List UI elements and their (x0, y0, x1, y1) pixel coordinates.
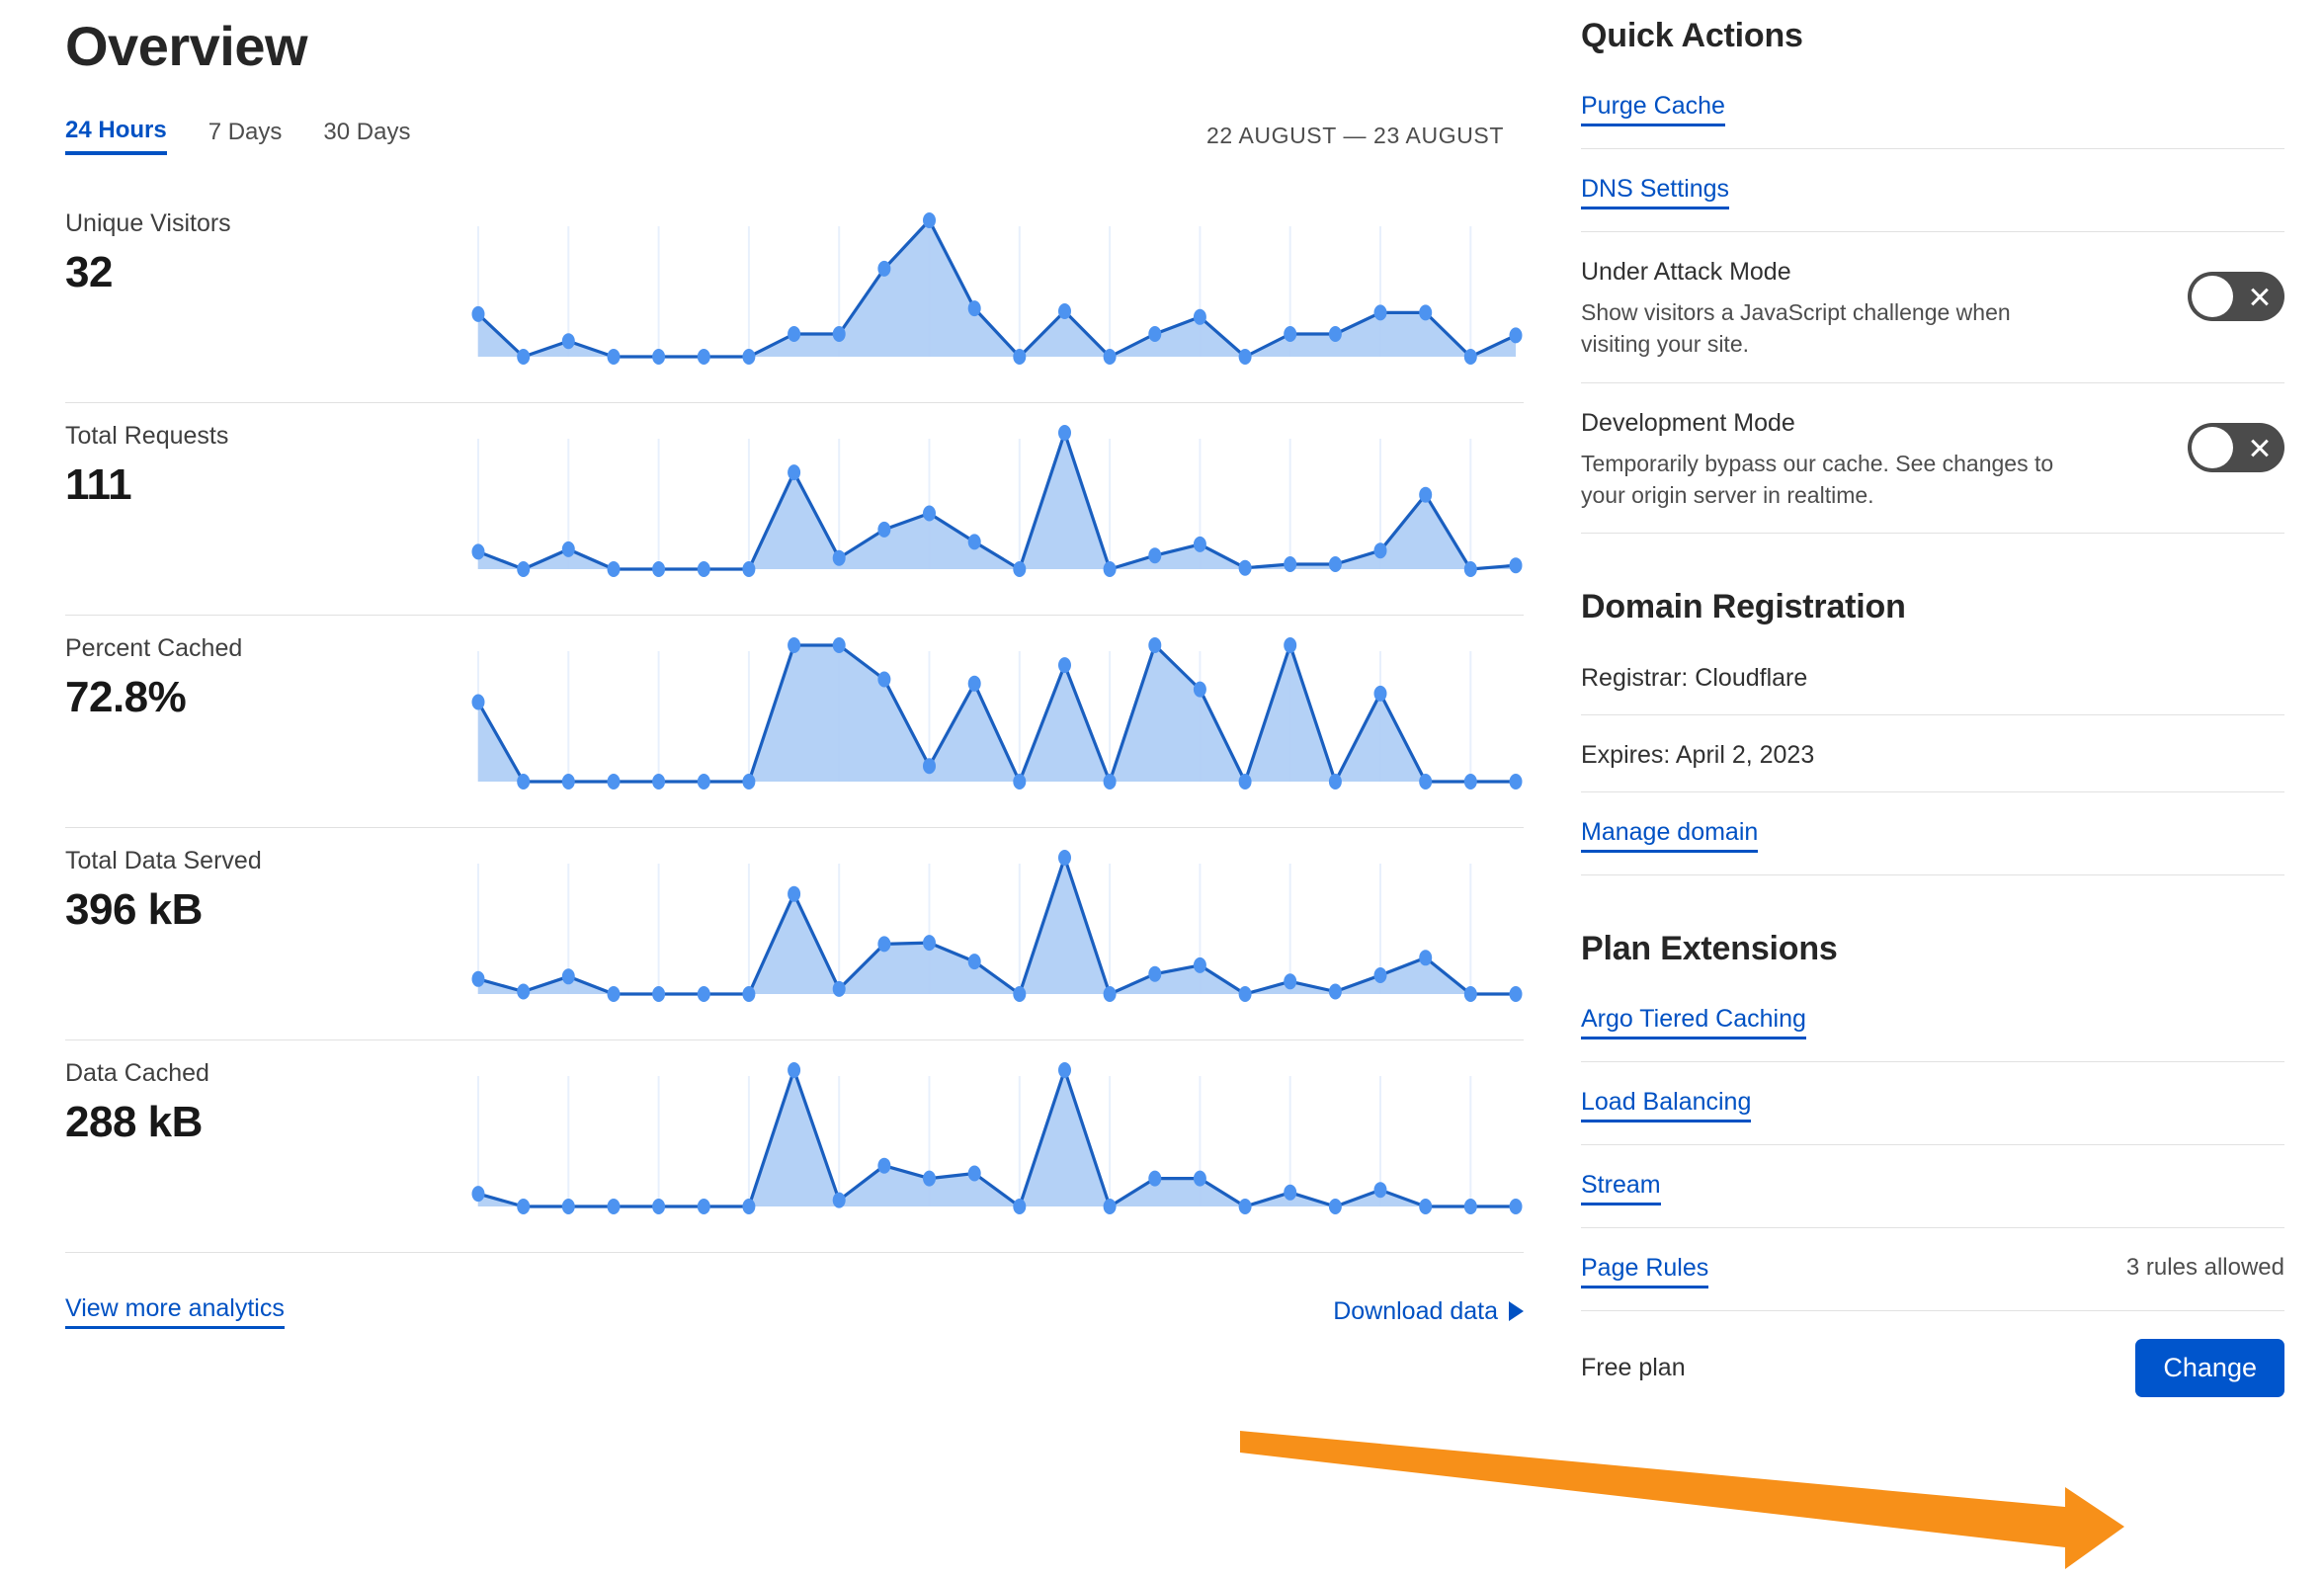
dns-settings-link[interactable]: DNS Settings (1581, 175, 1730, 210)
metric-row: Percent Cached 72.8% (65, 616, 1524, 828)
dns-settings-row[interactable]: DNS Settings (1581, 149, 2284, 233)
metric-value: 111 (65, 460, 132, 510)
expires-value: Expires: April 2, 2023 (1581, 740, 1815, 769)
current-plan-row: Free plan Change (1581, 1311, 2284, 1398)
page-rules-allowance: 3 rules allowed (2125, 1254, 2284, 1282)
metric-value: 288 kB (65, 1098, 203, 1147)
argo-tiered-caching-row[interactable]: Argo Tiered Caching (1581, 1005, 2284, 1063)
change-plan-button[interactable]: Change (2135, 1339, 2284, 1398)
metric-label-col: Total Data Served 396 kB (65, 828, 468, 935)
metric-label-col: Total Requests 111 (65, 403, 468, 510)
sparkline-chart (468, 1040, 1526, 1228)
metric-label-col: Data Cached 288 kB (65, 1040, 468, 1147)
metric-value: 32 (65, 248, 113, 297)
download-data-button[interactable]: Download data (1333, 1297, 1524, 1326)
registrar-row: Registrar: Cloudflare (1581, 664, 2284, 715)
metric-label-col: Percent Cached 72.8% (65, 616, 468, 722)
page-rules-link[interactable]: Page Rules (1581, 1254, 1709, 1289)
manage-domain-row[interactable]: Manage domain (1581, 792, 2284, 875)
development-mode-title: Development Mode (1581, 408, 1795, 437)
tab-30-days[interactable]: 30 Days (323, 119, 411, 146)
tab-7-days[interactable]: 7 Days (208, 119, 283, 146)
play-triangle-icon (1509, 1301, 1524, 1322)
metric-label: Total Requests (65, 421, 229, 450)
argo-tiered-caching-link[interactable]: Argo Tiered Caching (1581, 1005, 1806, 1040)
analytics-footer-links: View more analytics Download data (65, 1253, 1524, 1329)
sidebar-panel: Quick Actions Purge Cache DNS Settings U… (1541, 0, 2324, 1579)
page-rules-row[interactable]: Page Rules 3 rules allowed (1581, 1228, 2284, 1312)
manage-domain-link[interactable]: Manage domain (1581, 818, 1759, 853)
stream-row[interactable]: Stream (1581, 1145, 2284, 1229)
metric-label: Data Cached (65, 1058, 209, 1087)
metric-value: 72.8% (65, 673, 187, 722)
expires-row: Expires: April 2, 2023 (1581, 715, 2284, 792)
registrar-value: Registrar: Cloudflare (1581, 663, 1808, 692)
development-mode-description: Temporarily bypass our cache. See change… (1581, 450, 2054, 508)
download-data-label: Download data (1333, 1296, 1498, 1325)
development-mode-row: Development Mode Temporarily bypass our … (1581, 383, 2284, 535)
domain-registration-title: Domain Registration (1581, 588, 1906, 626)
development-mode-toggle[interactable] (2188, 422, 2284, 472)
metric-row: Total Requests 111 (65, 403, 1524, 616)
time-range-tabs: 24 Hours 7 Days 30 Days 22 AUGUST — 23 A… (65, 117, 1541, 156)
load-balancing-link[interactable]: Load Balancing (1581, 1088, 1752, 1123)
metric-row: Data Cached 288 kB (65, 1040, 1524, 1253)
under-attack-mode-description: Show visitors a JavaScript challenge whe… (1581, 299, 2011, 358)
close-x-icon (2249, 286, 2271, 307)
toggle-knob (2192, 426, 2233, 468)
toggle-knob (2192, 276, 2233, 318)
current-plan-label: Free plan (1581, 1354, 1686, 1382)
quick-actions-title: Quick Actions (1581, 17, 1803, 54)
metric-row: Unique Visitors 32 (65, 191, 1524, 403)
metric-value: 396 kB (65, 885, 203, 935)
metric-label: Percent Cached (65, 633, 243, 662)
sparkline-chart (468, 403, 1526, 591)
metric-label-col: Unique Visitors 32 (65, 191, 468, 297)
under-attack-mode-toggle[interactable] (2188, 272, 2284, 322)
development-mode-text: Development Mode Temporarily bypass our … (1581, 409, 2188, 511)
under-attack-mode-text: Under Attack Mode Show visitors a JavaSc… (1581, 258, 2188, 360)
purge-cache-link[interactable]: Purge Cache (1581, 92, 1725, 127)
stream-link[interactable]: Stream (1581, 1171, 1661, 1206)
under-attack-mode-title: Under Attack Mode (1581, 258, 1791, 287)
analytics-panel: Overview 24 Hours 7 Days 30 Days 22 AUGU… (65, 15, 1541, 1329)
sparkline-chart (468, 191, 1526, 378)
metric-list: Unique Visitors 32 Total Requests 111 Percen… (65, 191, 1541, 1253)
metric-label: Unique Visitors (65, 208, 231, 237)
purge-cache-row[interactable]: Purge Cache (1581, 92, 2284, 150)
sparkline-chart (468, 616, 1526, 803)
sparkline-chart (468, 828, 1526, 1016)
tab-24-hours[interactable]: 24 Hours (65, 117, 167, 156)
metric-row: Total Data Served 396 kB (65, 828, 1524, 1040)
close-x-icon (2249, 437, 2271, 458)
plan-extensions-title: Plan Extensions (1581, 929, 1838, 967)
page-title: Overview (65, 15, 308, 77)
view-more-analytics-link[interactable]: View more analytics (65, 1294, 285, 1329)
under-attack-mode-row: Under Attack Mode Show visitors a JavaSc… (1581, 232, 2284, 383)
date-range-label: 22 AUGUST — 23 AUGUST (1205, 122, 1504, 148)
load-balancing-row[interactable]: Load Balancing (1581, 1062, 2284, 1146)
metric-label: Total Data Served (65, 846, 262, 874)
